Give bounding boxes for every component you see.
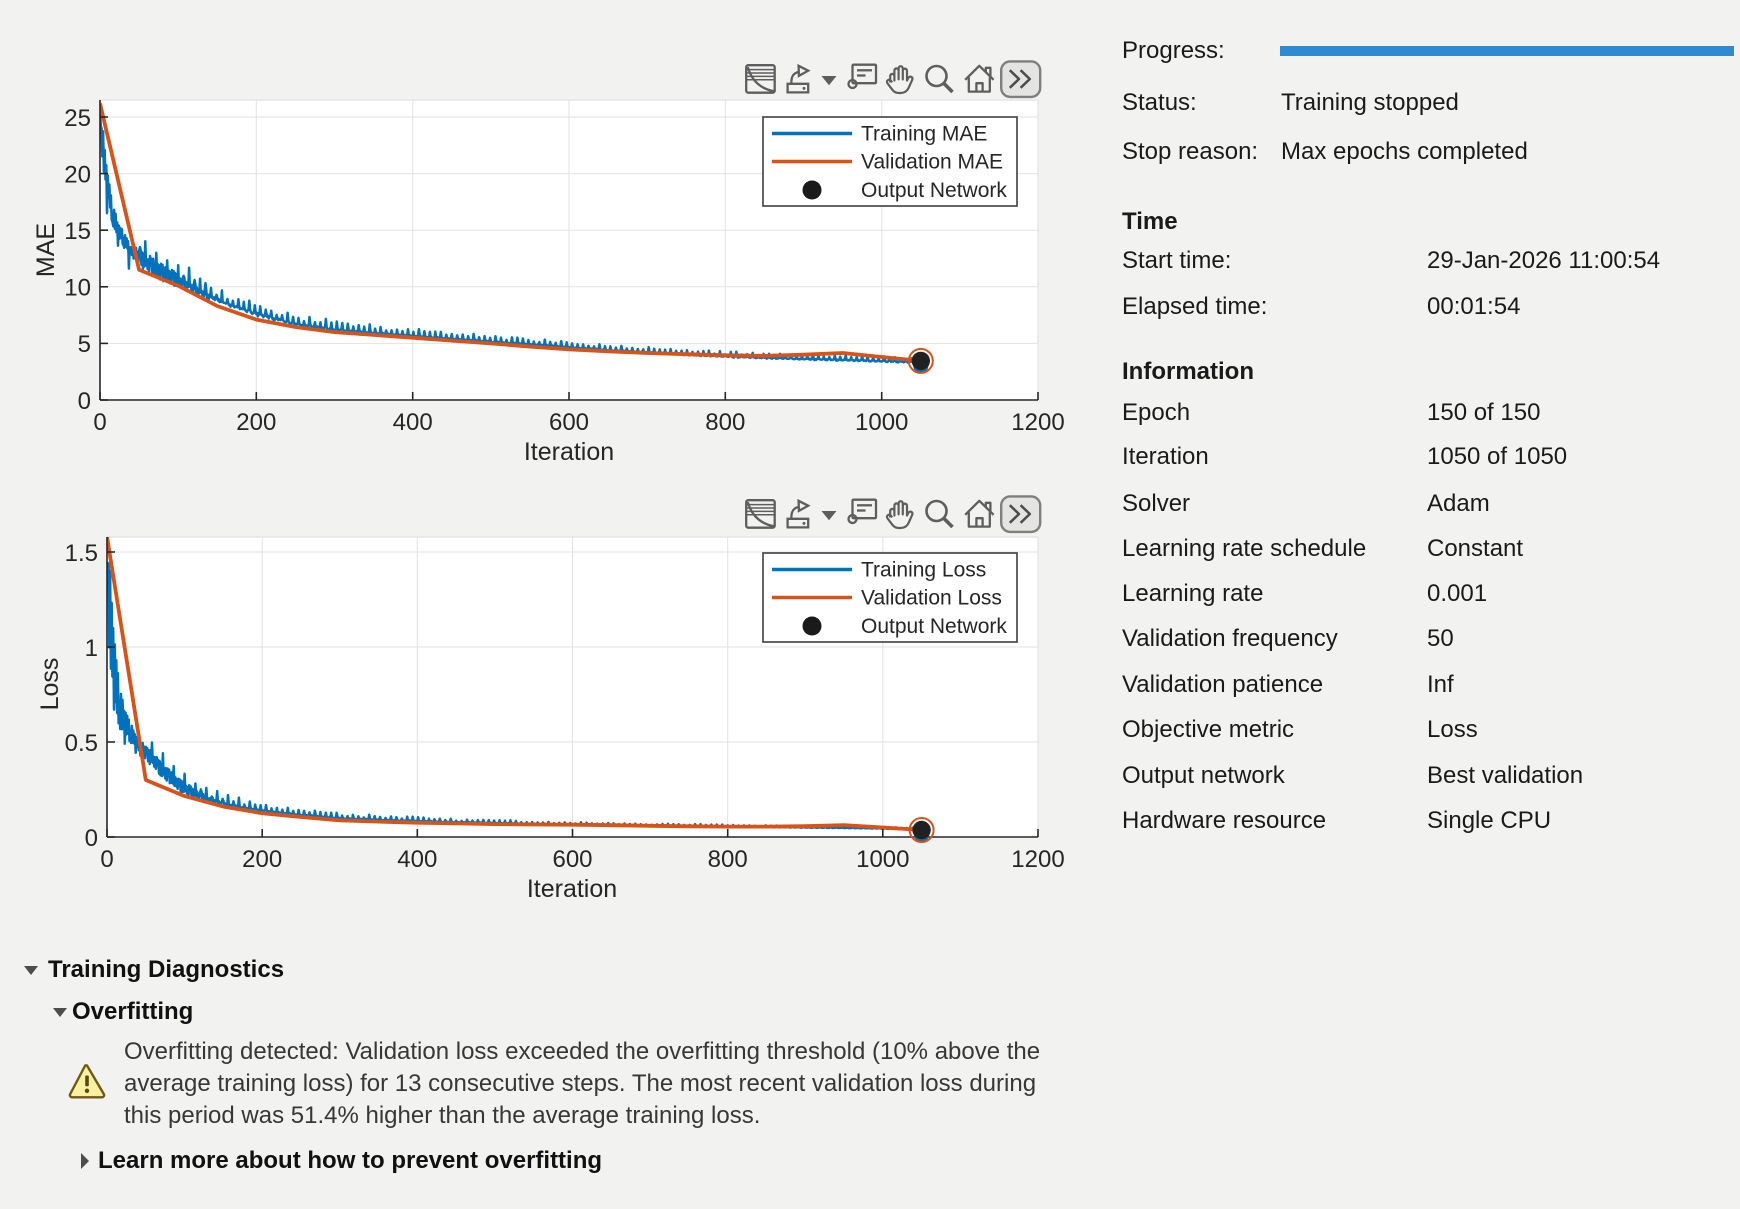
svg-text:20: 20 (64, 161, 91, 188)
svg-text:0: 0 (100, 846, 113, 873)
svg-text:1.5: 1.5 (65, 540, 98, 567)
svg-text:25: 25 (64, 105, 91, 132)
svg-text:0: 0 (78, 388, 91, 415)
svg-text:1: 1 (85, 635, 98, 662)
svg-text:600: 600 (549, 409, 589, 436)
svg-text:MAE: MAE (32, 223, 60, 277)
svg-text:Training MAE: Training MAE (861, 123, 987, 146)
svg-text:0: 0 (85, 825, 98, 852)
svg-text:800: 800 (705, 409, 745, 436)
svg-text:1200: 1200 (1011, 409, 1064, 436)
svg-text:Validation MAE: Validation MAE (861, 151, 1003, 174)
svg-text:1000: 1000 (856, 846, 909, 873)
svg-text:Validation Loss: Validation Loss (861, 587, 1002, 610)
svg-text:200: 200 (236, 409, 276, 436)
svg-text:1200: 1200 (1011, 846, 1064, 873)
svg-text:1000: 1000 (855, 409, 908, 436)
svg-text:Training Loss: Training Loss (861, 559, 986, 582)
svg-text:15: 15 (64, 218, 91, 245)
svg-text:Iteration: Iteration (527, 875, 617, 903)
svg-text:Output Network: Output Network (861, 615, 1007, 638)
svg-text:0: 0 (93, 409, 106, 436)
svg-text:Output Network: Output Network (861, 179, 1007, 202)
svg-text:400: 400 (393, 409, 433, 436)
svg-text:800: 800 (708, 846, 748, 873)
svg-text:200: 200 (242, 846, 282, 873)
svg-text:Iteration: Iteration (524, 438, 614, 466)
svg-text:5: 5 (78, 331, 91, 358)
svg-text:Loss: Loss (36, 658, 64, 711)
svg-text:0.5: 0.5 (65, 730, 98, 757)
svg-text:10: 10 (64, 275, 91, 302)
svg-text:600: 600 (552, 846, 592, 873)
svg-text:400: 400 (397, 846, 437, 873)
